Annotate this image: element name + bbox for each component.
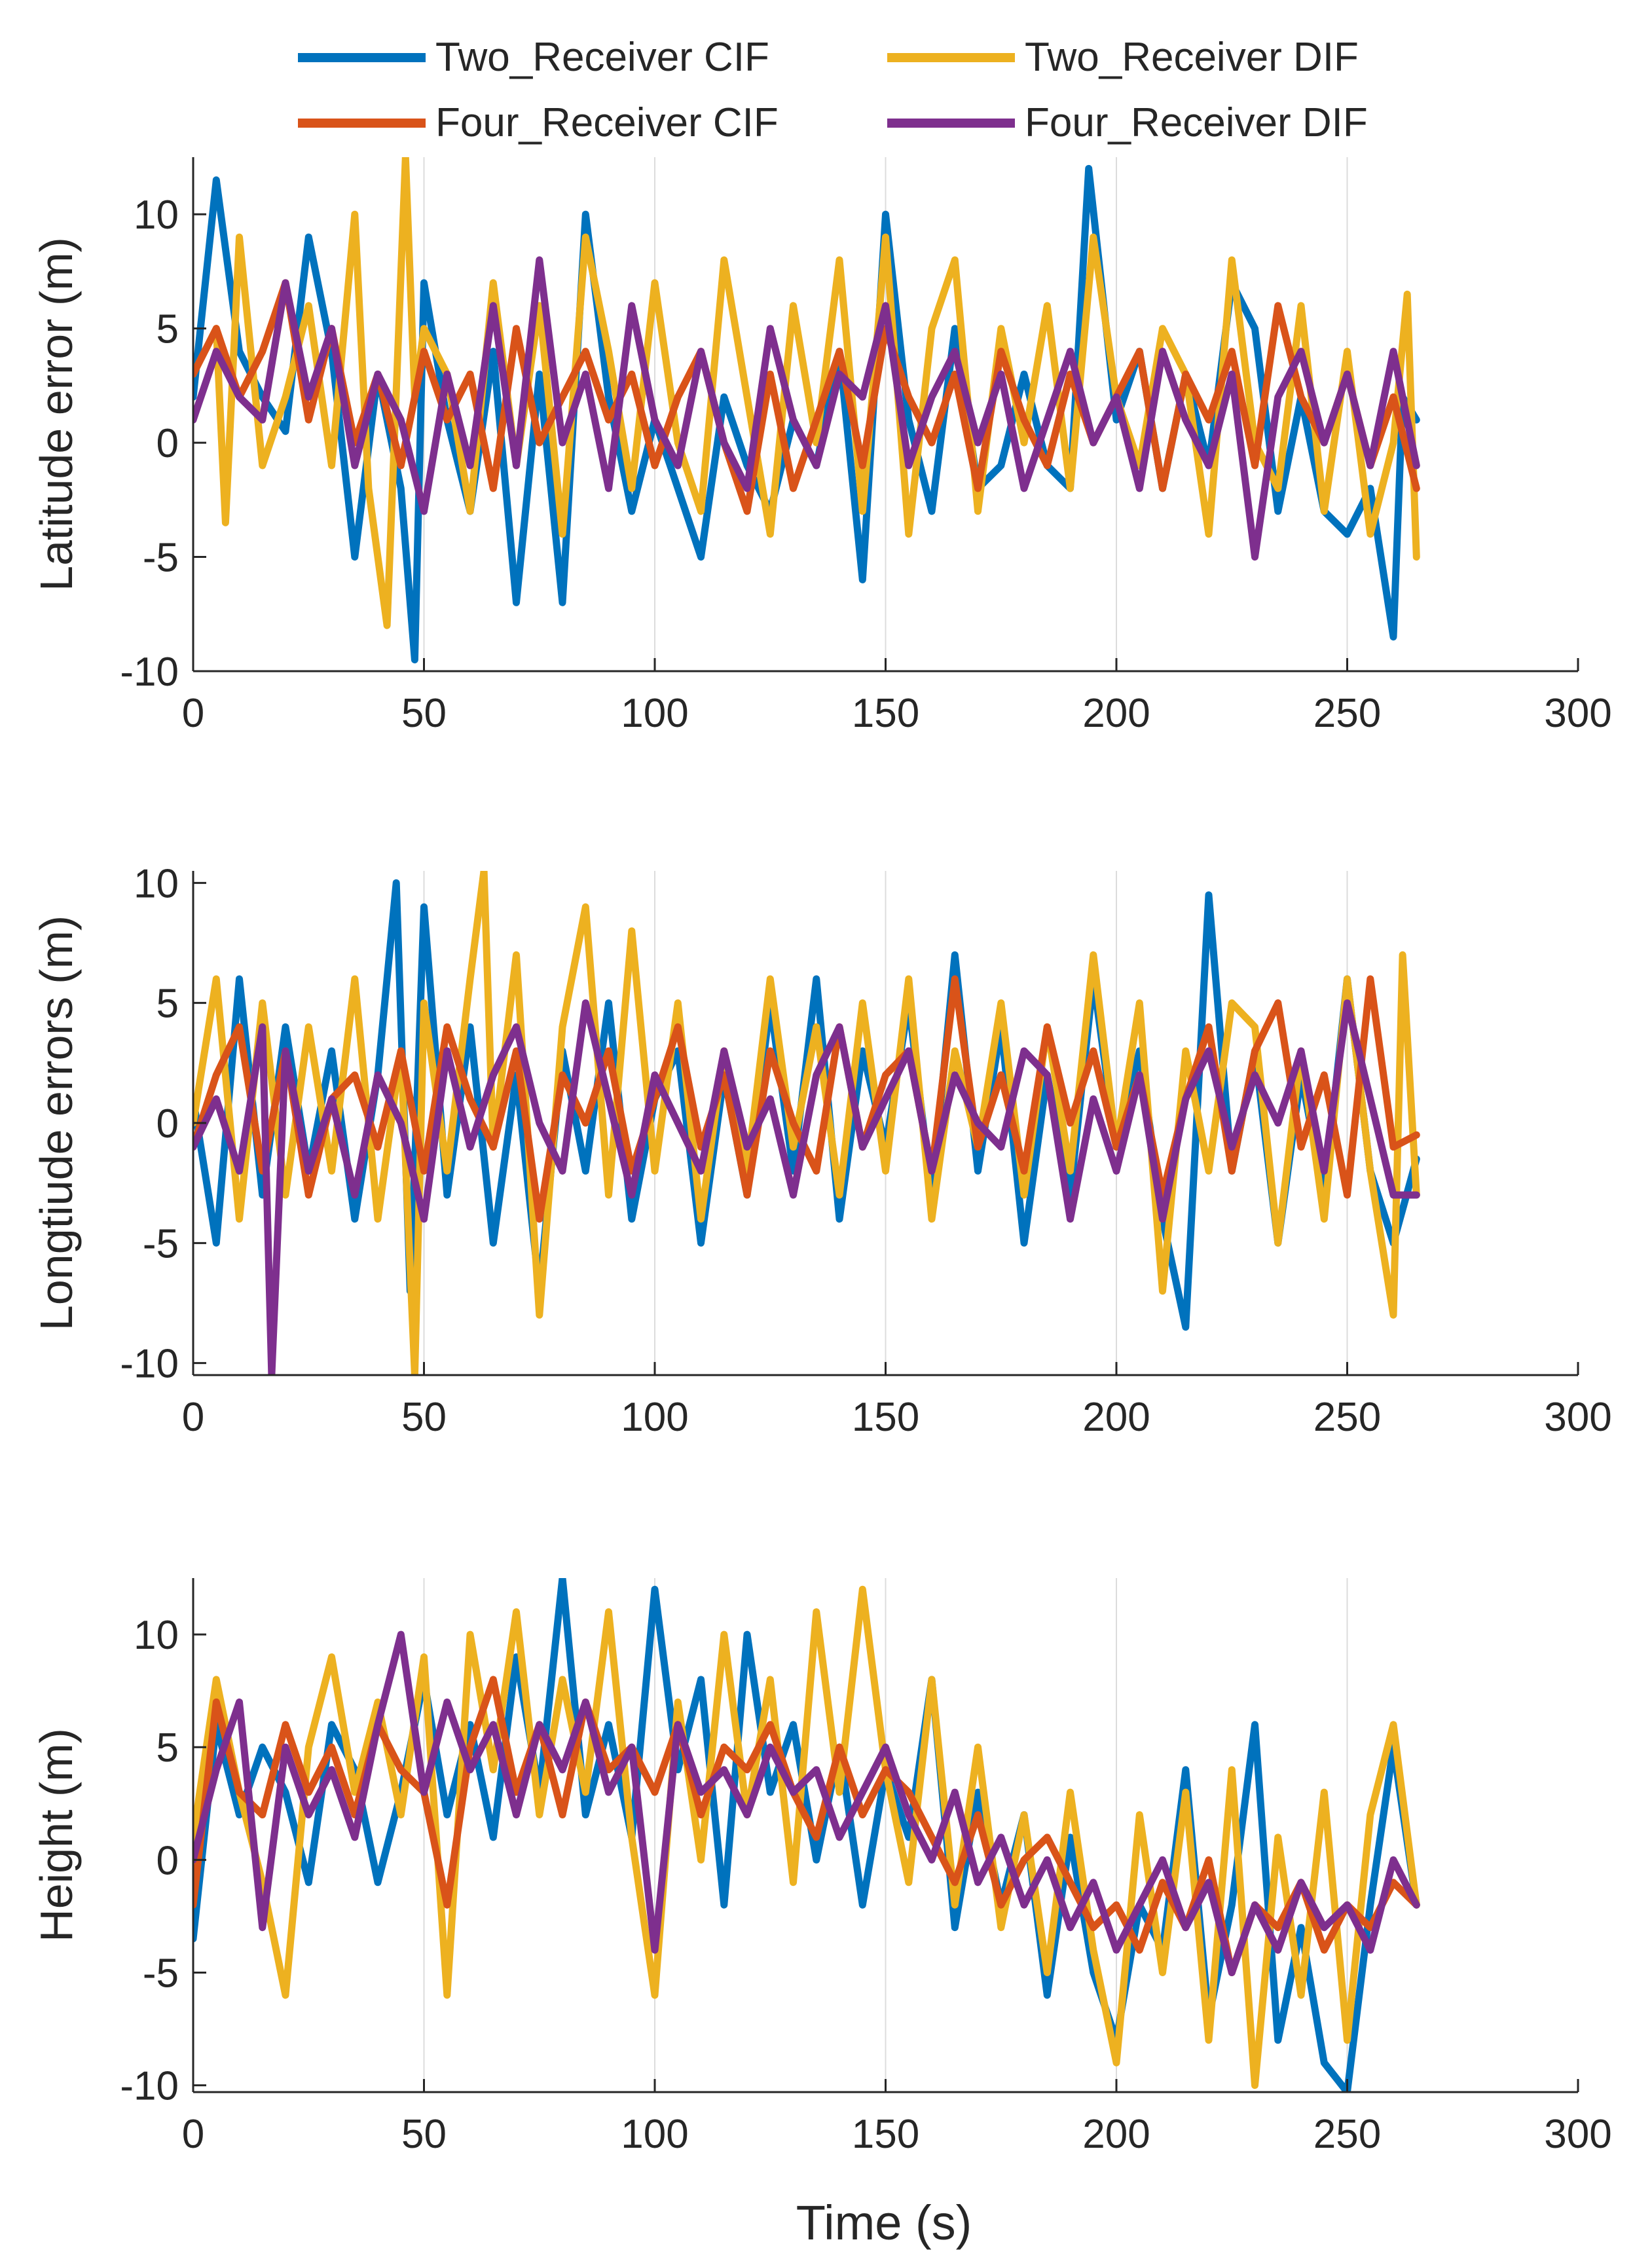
height-y-tick-label: -5 [143,1951,179,1996]
height-x-tick-label: 0 [182,2112,204,2157]
legend-label-two-receiver-dif: Two_Receiver DIF [1025,35,1359,80]
height-x-tick-label: 150 [852,2112,919,2157]
latitude-series-four-receiver-dif [193,256,1420,561]
latitude-y-tick-label: 5 [156,307,179,352]
height-x-tick-label: 200 [1082,2112,1150,2157]
latitude-x-tick-label: 150 [852,691,919,736]
longitude-x-tick-label: 0 [182,1395,204,1440]
latitude-x-tick-label: 300 [1544,691,1611,736]
latitude-x-tick-label: 250 [1313,691,1381,736]
latitude-series-four-receiver-cif [193,279,1420,515]
longitude-x-tick-label: 50 [401,1395,447,1440]
longitude-series-two-receiver-cif [193,879,1420,1331]
longitude-x-tick-label: 150 [852,1395,919,1440]
latitude-x-tick-label: 100 [621,691,688,736]
height-x-tick-label: 100 [621,2112,688,2157]
height-y-tick-label: 0 [156,1838,179,1883]
height-y-tick-label: 10 [134,1613,179,1658]
longitude-y-tick-label: 0 [156,1101,179,1147]
height-x-tick-label: 50 [401,2112,447,2157]
latitude-y-tick-label: -10 [120,650,179,695]
longitude-y-tick-label: 10 [134,861,179,906]
longitude-x-tick-label: 100 [621,1395,688,1440]
latitude-y-tick-label: 10 [134,193,179,238]
legend-label-four-receiver-cif: Four_Receiver CIF [435,100,779,145]
longitude-errors-panel: 0 50 100 150 200 250 300 -10 -5 0 5 10 Longtiude err… [31,861,1612,1440]
longitude-x-tick-label: 250 [1313,1395,1381,1440]
height-x-tick-label: 300 [1544,2112,1611,2157]
latitude-error-panel: 0 50 100 150 200 250 300 -10 -5 0 5 10 Latitude erro… [31,157,1612,736]
height-y-tick-label: -10 [120,2064,179,2109]
x-axis-title: Time (s) [796,2196,972,2250]
height-series-four-receiver-cif [193,1676,1420,1976]
latitude-x-tick-label: 50 [401,691,447,736]
longitude-x-tick-label: 300 [1544,1395,1611,1440]
latitude-x-tick-label: 0 [182,691,204,736]
height-panel: 0 50 100 150 200 250 300 -10 -5 0 5 10 Height (m) [31,1578,1612,2157]
height-y-tick-label: 5 [156,1725,179,1771]
longitude-y-tick-label: -10 [120,1342,179,1387]
height-series-two-receiver-dif [193,1585,1420,2089]
legend-label-four-receiver-dif: Four_Receiver DIF [1025,100,1368,145]
latitude-series-group [193,157,1420,664]
longitude-x-tick-label: 200 [1082,1395,1150,1440]
longitude-y-tick-label: 5 [156,982,179,1027]
longitude-series-two-receiver-dif [193,871,1420,1375]
latitude-y-axis-title: Latitude error (m) [31,237,82,591]
latitude-y-tick-label: -5 [143,536,179,581]
legend: Two_Receiver CIF Two_Receiver DIF Four_R… [298,35,1368,145]
height-series-four-receiver-dif [193,1630,1420,1976]
longitude-series-four-receiver-dif [193,999,1420,1375]
height-y-axis-title: Height (m) [31,1728,82,1942]
longitude-y-axis-title: Longtiude errors (m) [31,915,82,1331]
legend-label-two-receiver-cif: Two_Receiver CIF [435,35,769,80]
latitude-y-tick-label: 0 [156,421,179,466]
longitude-series-group [193,871,1420,1375]
longitude-y-tick-label: -5 [143,1221,179,1266]
latitude-x-tick-label: 200 [1082,691,1150,736]
height-x-tick-label: 250 [1313,2112,1381,2157]
height-series-group [193,1578,1420,2092]
